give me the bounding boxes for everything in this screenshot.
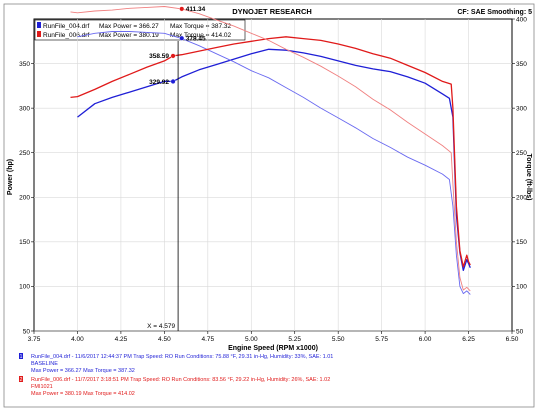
x-tick-label: 5.50 (332, 336, 345, 343)
run-1-index: 1 (20, 354, 23, 360)
x-tick-label: 3.75 (28, 336, 41, 343)
legend-power-1: Max Power = 366.27 (99, 23, 159, 30)
y-tick-label: 200 (19, 195, 30, 202)
x-tick-label: 6.50 (506, 336, 519, 343)
series-group (70, 6, 471, 295)
y-axis-title: Power (hp) (7, 159, 14, 195)
y-tick-label: 250 (19, 150, 30, 157)
x-tick-label: 6.00 (419, 336, 432, 343)
marker-point-4 (179, 6, 185, 12)
y-axis-ticks: 50 100 150 200 250 300 350 (19, 61, 34, 335)
marker-point-1 (170, 78, 176, 84)
cursor-group: X = 4.579 (147, 41, 179, 331)
y2-axis-ticks: 50 100 150 200 250 300 350 400 (512, 16, 527, 335)
plot-area (33, 18, 513, 332)
chart-title: DYNOJET RESEARCH (232, 7, 312, 16)
run-2-max-values: Max Power = 380.19 Max Torque = 414.02 (31, 391, 135, 397)
y2-tick-label: 350 (516, 61, 527, 68)
series-line-1 (77, 48, 471, 272)
y-tick-label: 50 (23, 328, 31, 335)
y2-tick-label: 100 (516, 284, 527, 291)
run-2-index-box (19, 376, 23, 382)
y2-tick-label: 200 (516, 195, 527, 202)
run-info-footer: 1 RunFile_004.drf - 11/6/2017 12:44:37 P… (19, 353, 333, 397)
x-tick-label: 5.75 (375, 336, 388, 343)
x-tick-label: 4.25 (115, 336, 128, 343)
marker-label-1: 329.92 (149, 79, 169, 86)
legend-power-2: Max Power = 380.19 (99, 32, 159, 39)
run-1-index-box (19, 353, 23, 359)
marker-point-3 (170, 53, 176, 59)
run-1-details: RunFile_004.drf - 11/6/2017 12:44:37 PM … (31, 354, 333, 360)
run-1-name: BASELINE (31, 361, 58, 367)
y2-tick-label: 50 (516, 328, 524, 335)
x-tick-label: 5.25 (288, 336, 301, 343)
marker-label-3: 358.59 (149, 53, 169, 60)
x-tick-label: 4.50 (158, 336, 171, 343)
y2-tick-label: 400 (516, 16, 527, 23)
y-tick-label: 150 (19, 239, 30, 246)
x-tick-label: 6.25 (462, 336, 475, 343)
legend-swatch-1 (37, 22, 41, 28)
x-tick-label: 4.75 (201, 336, 214, 343)
run-1-max-values: Max Power = 366.27 Max Torque = 387.32 (31, 368, 135, 374)
run-2-index: 2 (20, 377, 23, 383)
x-axis-title: Engine Speed (RPM x1000) (228, 345, 318, 352)
x-tick-label: 4.00 (71, 336, 84, 343)
series-line-3 (70, 36, 471, 268)
x-tick-label: 5.00 (245, 336, 258, 343)
run-2-name: FMI1021 (31, 384, 53, 390)
y2-axis-title: Torque (ft-lbs) (525, 154, 532, 201)
y-tick-label: 350 (19, 61, 30, 68)
grid (34, 19, 512, 332)
legend-swatch-2 (37, 31, 41, 37)
legend-torque-1: Max Torque = 387.32 (170, 23, 232, 30)
y2-tick-label: 300 (516, 105, 527, 112)
marker-label-2: 378.45 (186, 36, 206, 43)
cursor-label: X = 4.579 (147, 323, 175, 330)
y-tick-label: 100 (19, 284, 30, 291)
run-2-details: RunFile_006.drf - 11/7/2017 3:18:51 PM T… (31, 377, 330, 383)
legend-torque-2: Max Torque = 414.02 (170, 32, 232, 39)
cf-smoothing-label: CF: SAE Smoothing: 5 (457, 9, 532, 16)
marker-point-2 (179, 35, 185, 41)
marker-label-4: 411.34 (186, 6, 206, 13)
legend-file-2: RunFile_006.drf (43, 32, 89, 39)
y2-tick-label: 150 (516, 239, 527, 246)
series-line-4 (70, 6, 471, 292)
marker-group: 329.92 378.45 358.59 411.34 (149, 6, 206, 86)
y2-tick-label: 250 (516, 150, 527, 157)
legend: RunFile_004.drf Max Power = 366.27 Max T… (34, 19, 246, 41)
legend-file-1: RunFile_004.drf (43, 23, 89, 30)
series-line-2 (77, 31, 471, 295)
y-tick-label: 300 (19, 105, 30, 112)
x-axis-ticks: 3.75 4.00 4.25 4.50 4.75 5.00 5.25 5.50 5.75 6.00… (28, 331, 519, 343)
